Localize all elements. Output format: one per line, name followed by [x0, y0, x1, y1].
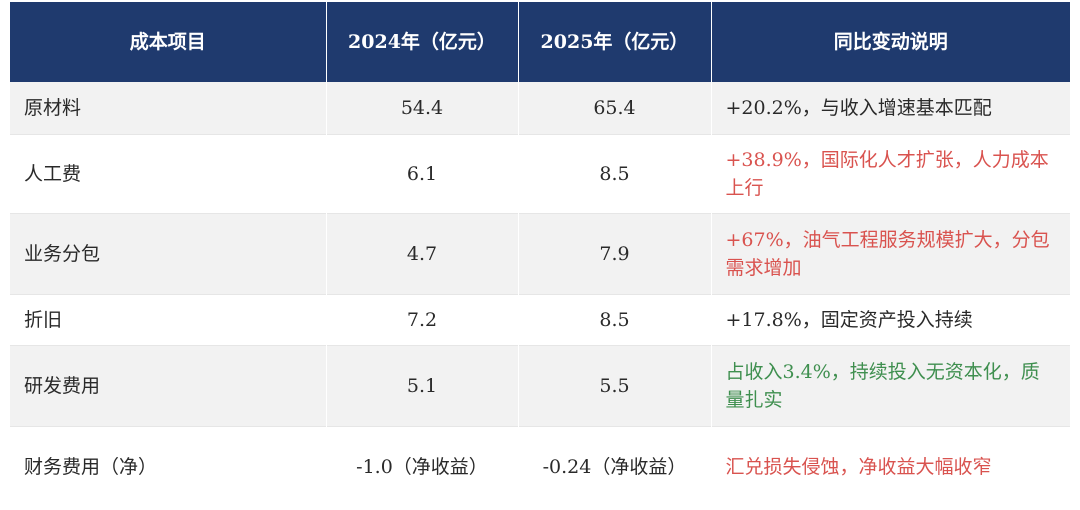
header-yoy-note: 同比变动说明: [711, 2, 1070, 82]
table-row: 财务费用（净） -1.0（净收益） -0.24（净收益） 汇兑损失侵蚀，净收益大…: [10, 426, 1070, 507]
cell-item: 原材料: [10, 82, 327, 135]
cell-2025: 65.4: [518, 82, 712, 135]
cost-table-container: 成本项目 2024年（亿元） 2025年（亿元） 同比变动说明 原材料 54.4…: [10, 2, 1070, 507]
cell-2024: 6.1: [326, 134, 519, 214]
cell-note: +67%，油气工程服务规模扩大，分包需求增加: [711, 213, 1070, 295]
table-header: 成本项目 2024年（亿元） 2025年（亿元） 同比变动说明: [10, 2, 1070, 82]
cell-note: +20.2%，与收入增速基本匹配: [711, 82, 1070, 135]
header-cost-item: 成本项目: [10, 2, 327, 82]
header-2024: 2024年（亿元）: [326, 2, 519, 82]
cell-2024: 5.1: [326, 345, 519, 427]
table-row: 业务分包 4.7 7.9 +67%，油气工程服务规模扩大，分包需求增加: [10, 213, 1070, 295]
cell-2025: 5.5: [518, 345, 712, 427]
cell-item: 人工费: [10, 134, 327, 214]
cell-note: 占收入3.4%，持续投入无资本化，质量扎实: [711, 345, 1070, 427]
cell-note: 汇兑损失侵蚀，净收益大幅收窄: [711, 426, 1070, 507]
table-row: 原材料 54.4 65.4 +20.2%，与收入增速基本匹配: [10, 82, 1070, 135]
table-row: 人工费 6.1 8.5 +38.9%，国际化人才扩张，人力成本上行: [10, 134, 1070, 214]
cell-item: 折旧: [10, 294, 327, 346]
table-row: 折旧 7.2 8.5 +17.8%，固定资产投入持续: [10, 294, 1070, 346]
cell-note: +17.8%，固定资产投入持续: [711, 294, 1070, 346]
cell-2024: -1.0（净收益）: [326, 426, 519, 507]
cost-table: 成本项目 2024年（亿元） 2025年（亿元） 同比变动说明 原材料 54.4…: [10, 2, 1070, 507]
cell-note: +38.9%，国际化人才扩张，人力成本上行: [711, 134, 1070, 214]
header-row: 成本项目 2024年（亿元） 2025年（亿元） 同比变动说明: [10, 2, 1070, 82]
cell-2025: 8.5: [518, 294, 712, 346]
cell-item: 研发费用: [10, 345, 327, 427]
cell-2025: -0.24（净收益）: [518, 426, 712, 507]
header-2025: 2025年（亿元）: [518, 2, 712, 82]
table-body: 原材料 54.4 65.4 +20.2%，与收入增速基本匹配 人工费 6.1 8…: [10, 82, 1070, 507]
cell-2024: 7.2: [326, 294, 519, 346]
cell-2025: 8.5: [518, 134, 712, 214]
cell-item: 财务费用（净）: [10, 426, 327, 507]
cell-2025: 7.9: [518, 213, 712, 295]
table-row: 研发费用 5.1 5.5 占收入3.4%，持续投入无资本化，质量扎实: [10, 345, 1070, 427]
cell-2024: 54.4: [326, 82, 519, 135]
cell-item: 业务分包: [10, 213, 327, 295]
cell-2024: 4.7: [326, 213, 519, 295]
